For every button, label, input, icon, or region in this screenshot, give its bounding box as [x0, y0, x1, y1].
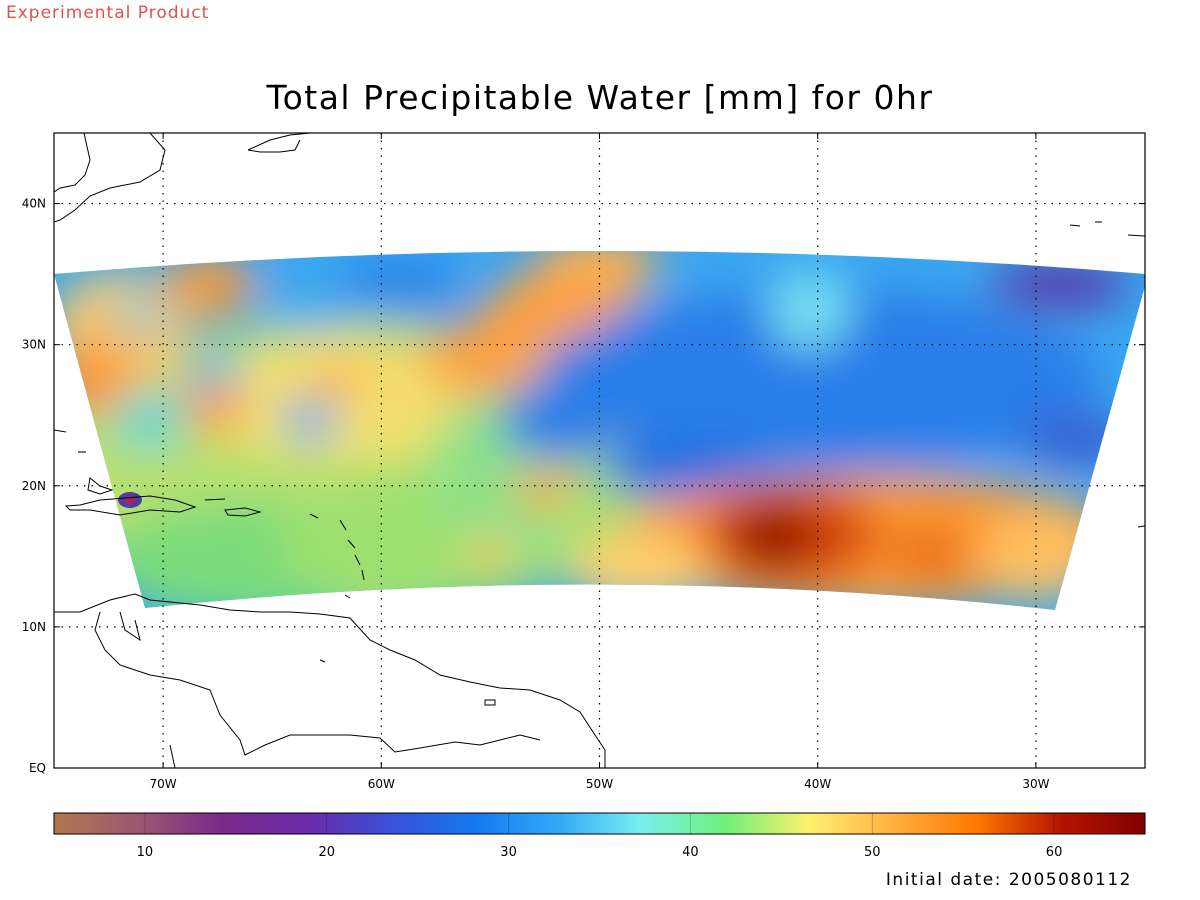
lon-tick-label: 30W: [1022, 777, 1049, 791]
lat-tick-label: 10N: [22, 620, 46, 634]
colorbar-tick-label: 60: [1046, 845, 1063, 860]
lat-tick-label: EQ: [29, 761, 46, 775]
map-title: Total Precipitable Water [mm] for 0hr: [266, 78, 934, 117]
longitude-axis: 70W 60W 50W 40W 30W: [150, 133, 1050, 791]
lon-tick-label: 70W: [150, 777, 177, 791]
lon-tick-label: 40W: [804, 777, 831, 791]
experimental-product-label: Experimental Product: [6, 3, 210, 23]
precipitable-water-field: [54, 251, 1145, 610]
lat-tick-label: 30N: [22, 338, 46, 352]
map-grid: [54, 133, 1145, 768]
lon-tick-label: 60W: [368, 777, 395, 791]
coastlines: [54, 133, 1145, 768]
colorbar: 10 20 30 40 50 60: [53, 812, 1146, 860]
colorbar-tick-label: 50: [864, 845, 881, 860]
lon-tick-label: 50W: [586, 777, 613, 791]
latitude-axis: EQ 10N 20N 30N 40N: [22, 197, 1145, 775]
colorbar-tick-label: 40: [682, 845, 699, 860]
colorbar-tick-label: 30: [500, 845, 517, 860]
colorbar-tick-label: 10: [137, 845, 154, 860]
lat-tick-label: 40N: [22, 197, 46, 211]
colorbar-tick-label: 20: [318, 845, 335, 860]
colorbar-ticks: 10 20 30 40 50 60: [137, 813, 1063, 860]
colorbar-scale: [53, 812, 1146, 835]
initial-date-label: Initial date: 2005080112: [885, 870, 1132, 890]
lat-tick-label: 20N: [22, 479, 46, 493]
